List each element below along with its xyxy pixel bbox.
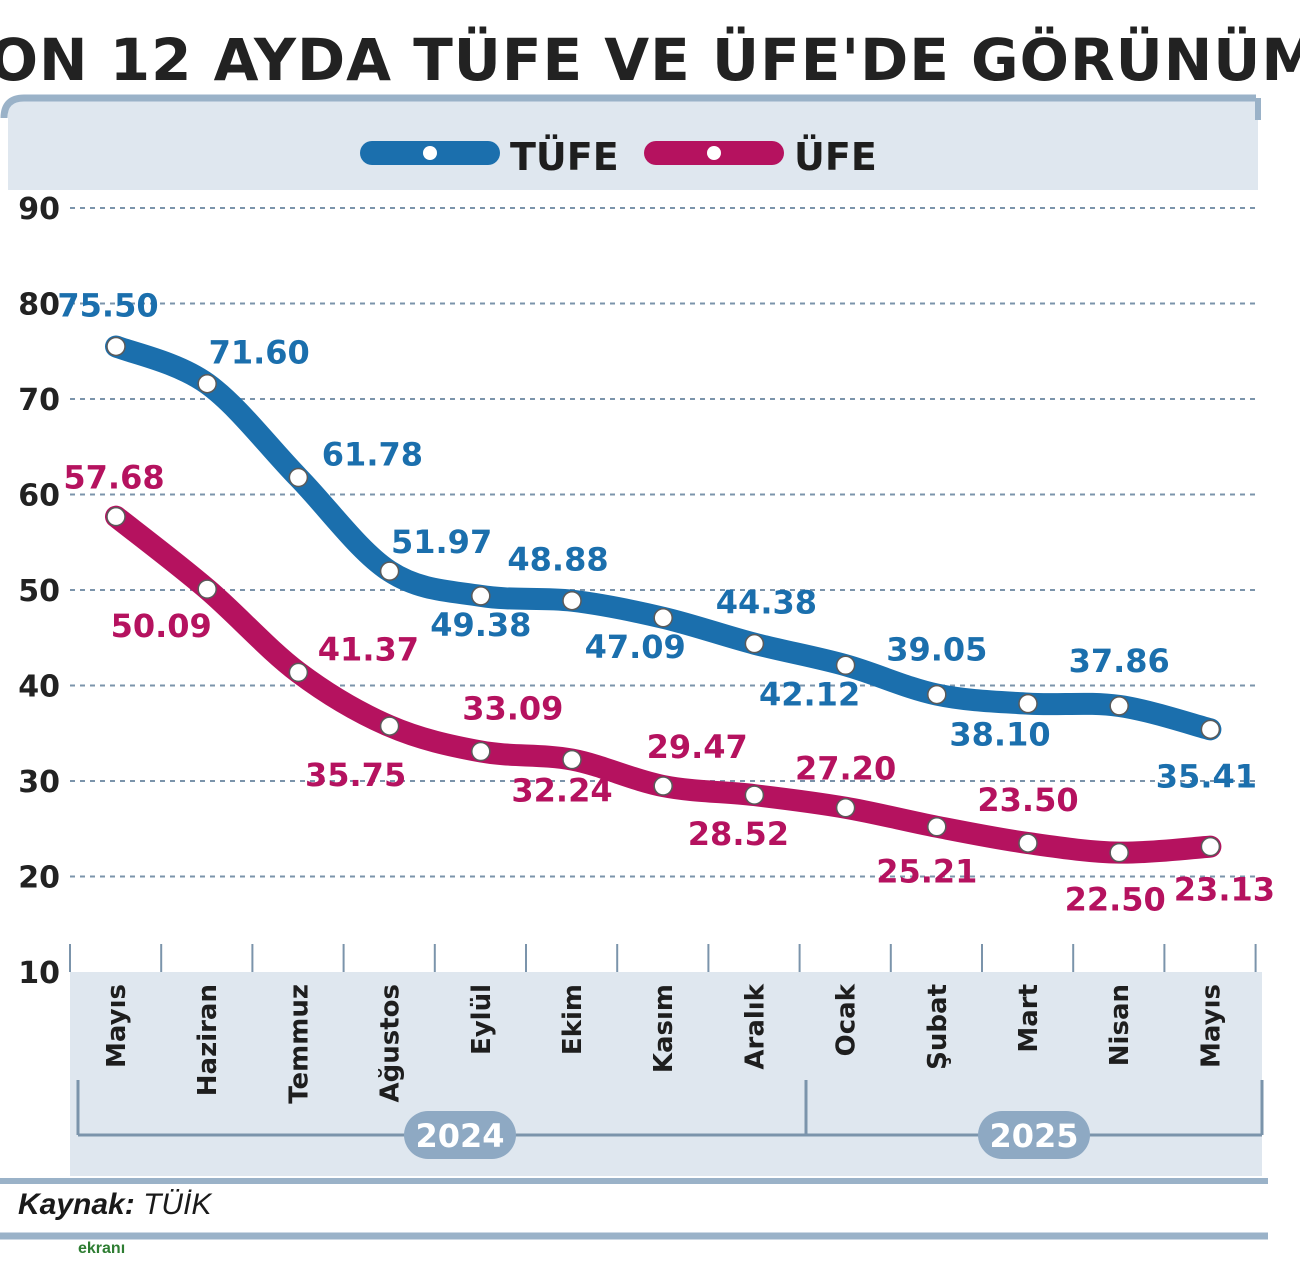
ytick-50: 50	[18, 574, 60, 609]
data-label-ÜFE-12: 23.13	[1174, 871, 1275, 909]
x-axis: Mayıs Haziran Temmuz Ağustos Eylül Ekim Kasım A…	[69, 944, 1257, 1104]
data-label-TÜFE-1: 71.60	[209, 334, 310, 372]
point-ÜFE-0	[106, 506, 126, 527]
legend-panel	[8, 100, 1258, 190]
point-ÜFE-4	[471, 741, 491, 762]
point-ÜFE-11	[1109, 842, 1129, 863]
point-ÜFE-12	[1200, 836, 1221, 857]
point-TÜFE-6	[653, 608, 673, 628]
ytick-20: 20	[18, 861, 60, 896]
source-note: Kaynak: TÜİK	[18, 1188, 211, 1222]
point-ÜFE-8	[835, 797, 856, 818]
data-label-TÜFE-0: 75.50	[57, 286, 158, 324]
point-TÜFE-11	[1109, 696, 1129, 716]
data-label-TÜFE-11: 37.86	[1069, 642, 1170, 680]
point-ÜFE-5	[562, 749, 582, 770]
point-TÜFE-4	[471, 586, 491, 606]
point-TÜFE-10	[1018, 693, 1038, 714]
point-ÜFE-10	[1018, 833, 1038, 853]
xtick-label-2: Temmuz	[284, 984, 314, 1104]
point-ÜFE-3	[379, 716, 400, 736]
xtick-label-5: Ekim	[558, 984, 588, 1055]
point-TÜFE-3	[379, 561, 400, 581]
ytick-70: 70	[18, 383, 60, 418]
data-label-ÜFE-11: 22.50	[1065, 881, 1166, 919]
data-label-ÜFE-8: 27.20	[795, 750, 896, 788]
data-label-ÜFE-6: 29.47	[647, 728, 748, 766]
point-ÜFE-9	[927, 816, 947, 837]
xtick-label-10: Mart	[1014, 984, 1044, 1053]
year-pill-2024	[404, 1111, 516, 1159]
ytick-30: 30	[18, 765, 60, 800]
xtick-label-8: Ocak	[832, 983, 862, 1056]
point-TÜFE-5	[562, 590, 582, 611]
xtick-label-11: Nisan	[1105, 984, 1135, 1066]
data-label-TÜFE-10: 38.10	[949, 716, 1050, 754]
xtick-label-7: Aralık	[740, 983, 770, 1069]
xtick-label-3: Ağustos	[376, 984, 406, 1103]
ytick-80: 80	[18, 288, 60, 323]
top-border	[0, 94, 1256, 119]
year-label-2024: 2024	[415, 1117, 504, 1155]
legend-label-1: ÜFE	[794, 135, 877, 179]
data-label-TÜFE-4: 49.38	[430, 606, 531, 644]
point-TÜFE-0	[106, 336, 126, 357]
data-label-ÜFE-5: 32.24	[511, 772, 612, 810]
data-label-ÜFE-4: 33.09	[462, 689, 563, 727]
data-label-TÜFE-2: 61.78	[322, 436, 423, 474]
xtick-label-0: Mayıs	[102, 984, 132, 1068]
point-TÜFE-2	[288, 467, 309, 488]
data-label-TÜFE-9: 39.05	[886, 631, 987, 669]
data-label-ÜFE-3: 35.75	[305, 756, 406, 794]
year-groups: 2024 2025	[76, 1080, 1264, 1159]
watermark: ekranı	[78, 1240, 126, 1257]
chart-title: SON 12 AYDA TÜFE VE ÜFE'DE GÖRÜNÜM	[0, 25, 1300, 94]
series-lines	[105, 335, 1222, 864]
xtick-label-1: Haziran	[193, 984, 223, 1096]
data-label-ÜFE-1: 50.09	[111, 607, 212, 645]
data-labels: 75.50 71.60 61.78 51.97 49.38 48.88 47.09 44.38…	[57, 286, 1275, 918]
y-axis: 90 80 70 60 50 40 30 20 10	[18, 192, 60, 991]
source-label: Kaynak:	[18, 1188, 135, 1221]
data-label-TÜFE-3: 51.97	[391, 523, 492, 561]
point-TÜFE-7	[744, 633, 765, 654]
series-line-TÜFE	[105, 335, 1222, 741]
point-ÜFE-1	[197, 579, 217, 599]
point-TÜFE-8	[835, 655, 856, 676]
data-label-ÜFE-9: 25.21	[876, 853, 977, 891]
xtick-label-6: Kasım	[649, 984, 679, 1073]
data-label-ÜFE-10: 23.50	[977, 781, 1078, 819]
point-TÜFE-1	[197, 373, 217, 394]
data-label-TÜFE-6: 47.09	[585, 628, 686, 666]
point-ÜFE-7	[744, 785, 765, 805]
xtick-label-9: Şubat	[923, 984, 953, 1070]
source-value: TÜİK	[143, 1188, 212, 1221]
ytick-10: 10	[18, 956, 60, 991]
year-pill-2025	[978, 1111, 1090, 1159]
legend: TÜFE ÜFE	[360, 135, 877, 179]
legend-marker-1	[707, 146, 721, 160]
ytick-60: 60	[18, 479, 60, 514]
data-label-ÜFE-2: 41.37	[318, 630, 419, 668]
ytick-40: 40	[18, 670, 60, 705]
point-TÜFE-9	[927, 684, 947, 705]
data-label-TÜFE-8: 42.12	[759, 675, 860, 713]
year-label-2025: 2025	[989, 1117, 1078, 1155]
legend-marker-0	[423, 146, 437, 160]
point-ÜFE-6	[653, 776, 673, 796]
ytick-90: 90	[18, 192, 60, 227]
data-label-TÜFE-5: 48.88	[507, 541, 608, 579]
xtick-label-12: Mayıs	[1196, 984, 1226, 1068]
point-TÜFE-12	[1200, 719, 1221, 740]
data-label-TÜFE-12: 35.41	[1156, 757, 1257, 795]
legend-label-0: TÜFE	[510, 135, 619, 179]
data-label-TÜFE-7: 44.38	[716, 584, 817, 622]
data-label-ÜFE-0: 57.68	[63, 459, 164, 497]
point-ÜFE-2	[288, 662, 309, 683]
xtick-label-4: Eylül	[467, 984, 497, 1055]
data-label-ÜFE-7: 28.52	[688, 815, 789, 853]
